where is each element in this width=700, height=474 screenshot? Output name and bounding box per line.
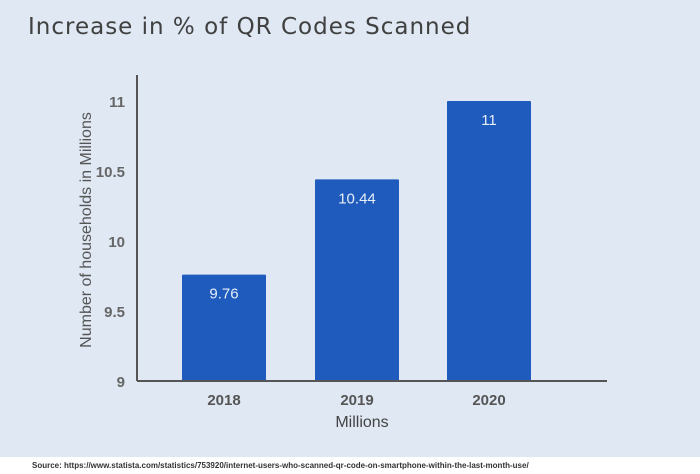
source-note: Source: https://www.statista.com/statist… bbox=[32, 461, 529, 470]
data-label: 11 bbox=[481, 112, 497, 129]
bar bbox=[182, 274, 266, 381]
y-tick-label: 10.5 bbox=[96, 164, 125, 181]
bar bbox=[315, 179, 399, 381]
bar bbox=[447, 101, 531, 381]
x-tick-label: 2018 bbox=[207, 392, 240, 409]
chart-title: Increase in % of QR Codes Scanned bbox=[28, 14, 472, 40]
x-tick-label: 2019 bbox=[340, 392, 373, 409]
bar-chart: 9 9.5 10 10.5 11 9.76 2018 10.44 2019 11 2020 Milli… bbox=[78, 75, 607, 431]
x-tick-label: 2020 bbox=[472, 392, 505, 409]
data-label: 9.76 bbox=[209, 286, 238, 303]
y-axis-label: Number of households in Millions bbox=[78, 112, 95, 348]
y-tick-label: 9 bbox=[117, 374, 125, 391]
data-label: 10.44 bbox=[338, 190, 376, 207]
x-axis-label: Millions bbox=[335, 414, 388, 431]
y-tick-label: 10 bbox=[108, 234, 125, 251]
y-tick-label: 11 bbox=[109, 94, 125, 111]
y-tick-label: 9.5 bbox=[104, 304, 125, 321]
